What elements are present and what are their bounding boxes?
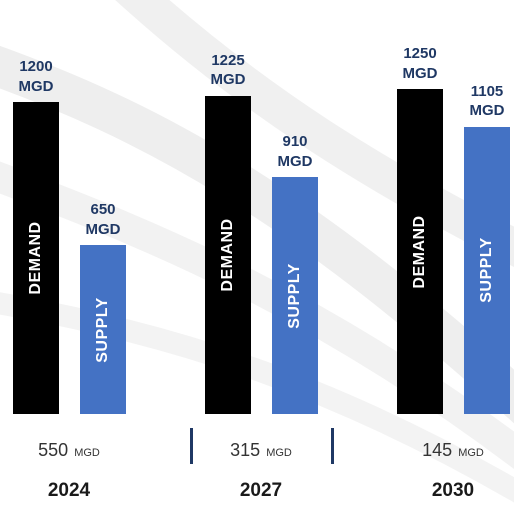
value-label: 1225 MGD <box>210 51 246 89</box>
value-label: 910 MGD <box>277 133 313 170</box>
series-name: SUPPLY <box>286 262 303 329</box>
series-name: SUPPLY <box>478 237 495 304</box>
shortfall-value: 145 <box>422 440 453 460</box>
separator <box>331 428 334 464</box>
series-name: DEMAND <box>27 221 44 295</box>
bar: SUPPLY <box>464 126 510 414</box>
separator <box>190 428 193 464</box>
category-label: 2030 <box>431 480 475 501</box>
value-label: 1200 MGD <box>18 58 54 95</box>
value-label: 650 MGD <box>85 201 121 238</box>
category-label: 2024 <box>47 480 91 501</box>
bar: SUPPLY <box>80 245 126 414</box>
bar: SUPPLY <box>272 177 318 414</box>
shortfall-value: 550 <box>38 440 69 460</box>
bar: DEMAND <box>205 95 251 414</box>
value-label: 1250 MGD <box>402 45 438 82</box>
bar: DEMAND <box>13 102 59 414</box>
series-name: DEMAND <box>411 214 428 289</box>
shortfall: 315 MGD <box>191 440 331 461</box>
category-label: 2027 <box>239 480 283 501</box>
shortfall: 145 MGD <box>383 440 514 461</box>
shortfall-unit: MGD <box>266 447 292 459</box>
value-label: 1105 MGD <box>469 82 505 120</box>
shortfall-unit: MGD <box>458 447 484 459</box>
series-name: SUPPLY <box>94 296 111 363</box>
shortfall-value: 315 <box>230 440 261 460</box>
bar: DEMAND <box>397 89 443 414</box>
shortfall: 550 MGD <box>0 440 139 461</box>
shortfall-unit: MGD <box>74 447 100 459</box>
series-name: DEMAND <box>219 218 236 292</box>
